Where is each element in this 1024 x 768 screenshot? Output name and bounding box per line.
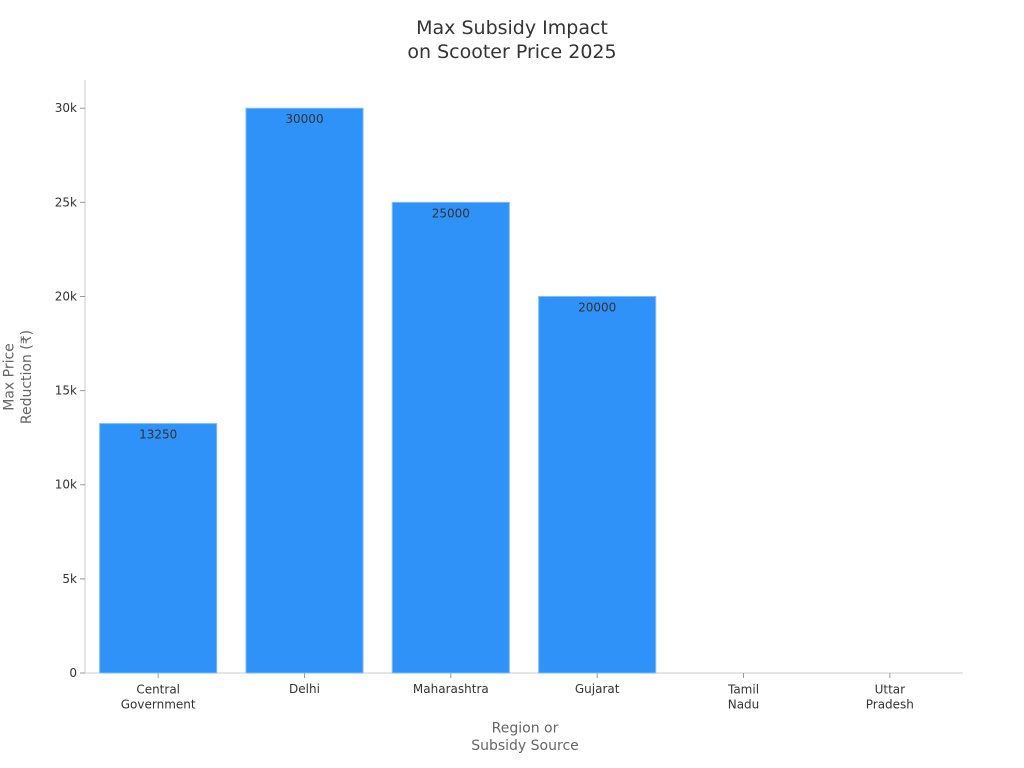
x-tick-label: Gujarat — [575, 682, 620, 696]
bar — [245, 107, 364, 674]
y-tick-label: 20k — [55, 289, 77, 303]
y-axis-label: Max Price Reduction (₹) — [1, 330, 35, 424]
y-tick-label: 25k — [55, 195, 77, 209]
value-label: 13250 — [139, 427, 177, 441]
y-tick-label: 5k — [62, 571, 77, 585]
y-tick-label: 15k — [55, 383, 77, 397]
y-tick-label: 0 — [69, 666, 77, 680]
value-label: 30000 — [285, 112, 323, 126]
bar — [538, 295, 657, 674]
x-tick-label: Central Government — [121, 682, 196, 711]
x-tick-label: Delhi — [289, 682, 320, 696]
x-tick-label: Maharashtra — [413, 682, 489, 696]
x-tick-label: Uttar Pradesh — [866, 682, 914, 711]
x-axis-label: Region or Subsidy Source — [471, 720, 579, 754]
value-label: 25000 — [432, 206, 470, 220]
chart-title: Max Subsidy Impact on Scooter Price 2025 — [407, 17, 616, 63]
bar — [391, 201, 510, 674]
bar — [99, 423, 218, 674]
value-label: 20000 — [578, 300, 616, 314]
x-tick-label: Tamil Nadu — [727, 682, 759, 711]
y-tick-label: 10k — [55, 477, 77, 491]
y-tick-label: 30k — [55, 101, 77, 115]
